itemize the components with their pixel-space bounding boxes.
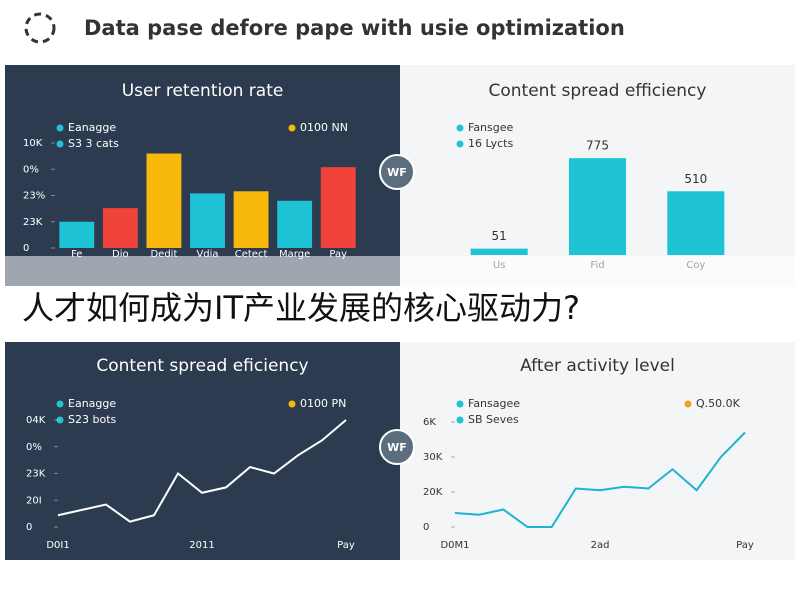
panels: User retention rate Eanagge S3 3 cats 0100 … <box>5 65 795 560</box>
x-tick-label: Cetect <box>235 249 268 260</box>
line-series <box>57 419 347 523</box>
legend-label: S23 bots <box>68 413 117 426</box>
chart-panel: Content spread eficiency Eanagge S23 bots 0… <box>5 342 400 560</box>
bar <box>320 167 356 248</box>
bar <box>277 200 313 248</box>
bar <box>568 158 627 255</box>
x-tick-label: Vdia <box>196 249 218 260</box>
y-tick-label: 0% <box>26 442 42 453</box>
legend-marker <box>456 416 464 424</box>
bar <box>190 193 225 248</box>
x-tick-label: D0M1 <box>440 540 469 551</box>
x-tick-label: Fe <box>71 249 82 260</box>
legend-marker <box>56 124 64 132</box>
legend-label: Q.50.0K <box>696 397 741 410</box>
legend-marker <box>456 140 464 148</box>
legend-label: 0100 NN <box>300 121 348 134</box>
x-tick-label: D0I1 <box>46 540 69 551</box>
legend-marker <box>456 400 464 408</box>
y-tick-label: 0 <box>423 522 429 533</box>
line-series <box>454 431 746 528</box>
badge-label: WF <box>387 441 407 454</box>
y-tick-label: 0 <box>26 522 32 533</box>
y-tick-label: 20I <box>26 495 42 506</box>
bar <box>146 153 182 248</box>
chart-title: Content spread eficiency <box>96 356 308 376</box>
header-title: Data pase defore pape with usie optimiza… <box>84 16 625 40</box>
legend-marker <box>56 416 64 424</box>
y-tick-label: 10K <box>23 138 43 149</box>
x-tick-label: Marge <box>279 249 310 260</box>
x-tick-label: 2011 <box>189 540 214 551</box>
badges: WF WF <box>379 154 415 465</box>
x-tick-label: Dio <box>112 249 129 260</box>
x-tick-label: Pay <box>337 540 355 551</box>
value-label: 510 <box>684 172 707 186</box>
chart-panel: Content spread efficiency Fansgee 16 Lycts… <box>400 65 795 286</box>
legend-marker <box>56 400 64 408</box>
legend-marker <box>56 140 64 148</box>
panel-bg <box>400 342 795 560</box>
legend-marker <box>288 400 296 408</box>
legend-marker <box>288 124 296 132</box>
value-label: 775 <box>586 139 609 153</box>
bar <box>470 248 528 255</box>
loading-icon <box>24 12 56 44</box>
banner-text: 人才如何成为IT产业发展的核心驱动力? <box>22 289 580 327</box>
legend-label: Eanagge <box>68 121 116 134</box>
legend-label: 16 Lycts <box>468 137 513 150</box>
y-tick-label: 23K <box>26 469 46 480</box>
legend-label: Eanagge <box>68 397 116 410</box>
bar <box>233 191 269 248</box>
y-tick-label: 6K <box>423 417 436 428</box>
legend-label: Fansagee <box>468 397 520 410</box>
x-tick-label: Pay <box>329 249 347 260</box>
legend-label: 0100 PN <box>300 397 346 410</box>
y-tick-label: 0 <box>23 243 29 254</box>
x-tick-label: Pay <box>736 540 754 551</box>
y-tick-label: 23K <box>23 217 43 228</box>
legend-label: S3 3 cats <box>68 137 119 150</box>
badge-label: WF <box>387 166 407 179</box>
y-tick-label: 20K <box>423 487 443 498</box>
chart-title: Content spread efficiency <box>489 81 707 101</box>
legend-label: SB Seves <box>468 413 519 426</box>
chart-title: After activity level <box>520 356 675 376</box>
chart-panel: User retention rate Eanagge S3 3 cats 0100 … <box>5 65 400 286</box>
y-tick-label: 0% <box>23 164 39 175</box>
x-tick-label: Dedit <box>150 249 177 260</box>
bar <box>59 221 95 248</box>
y-tick-label: 23% <box>23 191 45 202</box>
bar <box>667 191 725 255</box>
banner-bg <box>0 286 800 340</box>
chart-panel: After activity level Fansagee SB Seves Q.50… <box>400 342 795 560</box>
x-tick-label: 2ad <box>591 540 610 551</box>
panel-bg <box>5 342 400 560</box>
overlay-band <box>0 256 800 286</box>
legend-marker <box>684 400 692 408</box>
y-tick-label: 04K <box>26 415 46 426</box>
value-label: 51 <box>492 229 507 243</box>
legend-marker <box>456 124 464 132</box>
legend-label: Fansgee <box>468 121 514 134</box>
badge-circle <box>379 429 415 465</box>
y-tick-label: 30K <box>423 452 443 463</box>
badge-circle <box>379 154 415 190</box>
chart-title: User retention rate <box>122 81 284 101</box>
bar <box>102 208 138 248</box>
